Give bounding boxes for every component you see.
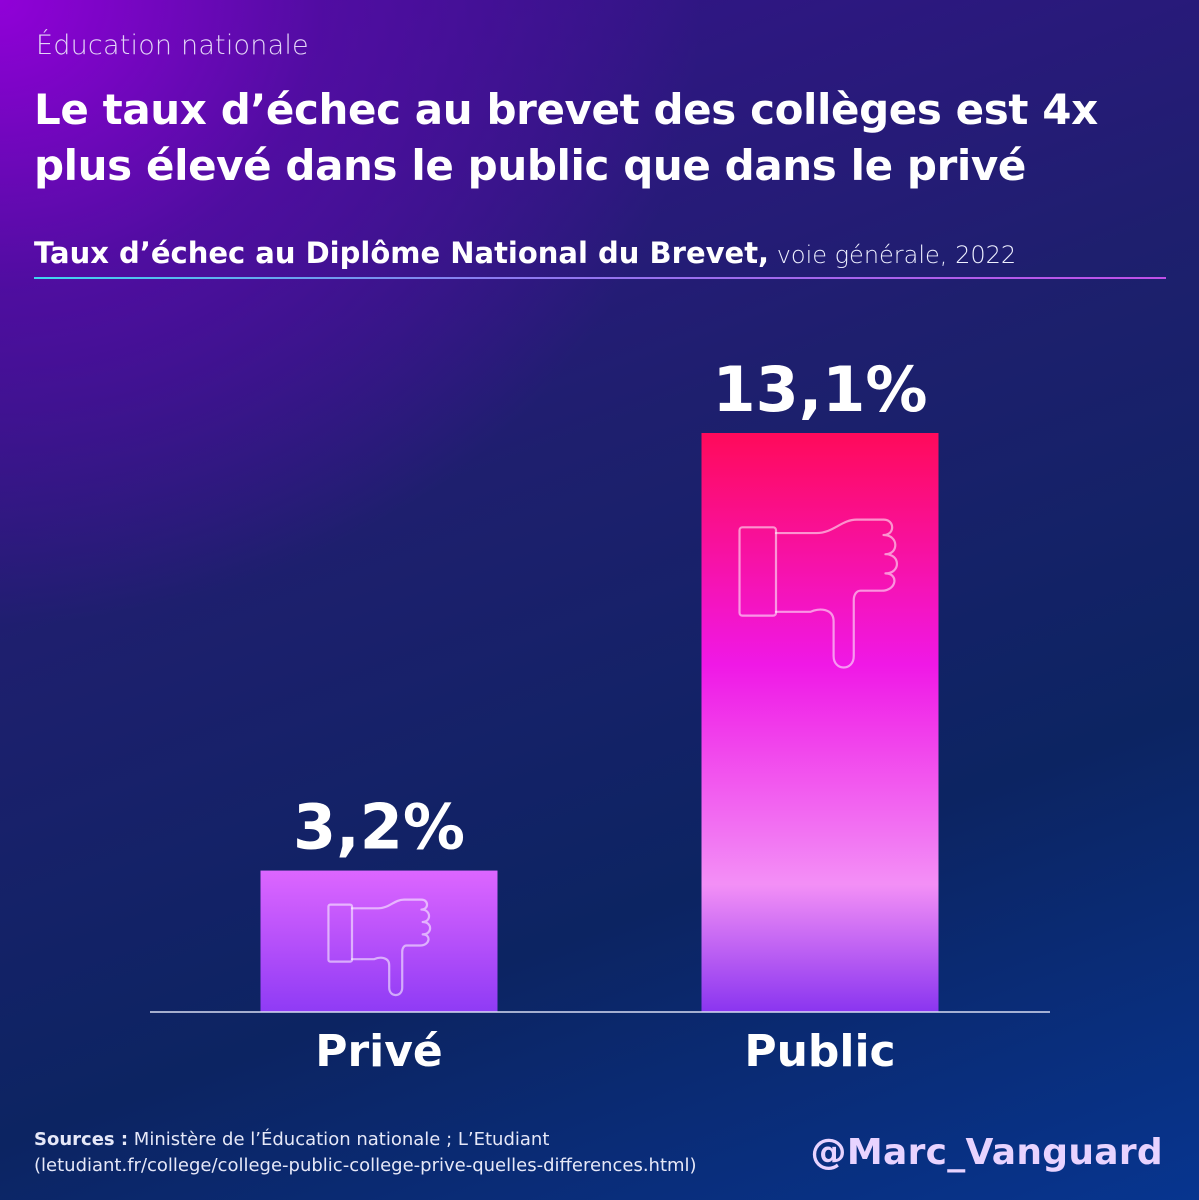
page-title: Le taux d’échec au brevet des collèges e… xyxy=(34,85,1098,190)
sources-text: Ministère de l’Éducation nationale ; L’E… xyxy=(34,1129,697,1176)
thumbs-down-icon xyxy=(327,898,432,997)
subtitle-main: Taux d’échec au Diplôme National du Brev… xyxy=(34,236,770,270)
category-label-public: Public xyxy=(744,1026,895,1077)
bar-prive xyxy=(260,870,498,1012)
category-label-prive: Privé xyxy=(315,1026,443,1077)
chart-subtitle: Taux d’échec au Diplôme National du Brev… xyxy=(34,236,1016,270)
sources-note: Sources : Ministère de l’Éducation natio… xyxy=(34,1127,794,1179)
author-handle: @Marc_Vanguard xyxy=(810,1132,1163,1173)
bar-public xyxy=(701,433,939,1012)
kicker: Éducation nationale xyxy=(36,30,309,61)
subtitle-rule xyxy=(34,277,1166,279)
sources-label: Sources : xyxy=(34,1129,129,1150)
subtitle-rest: voie générale, 2022 xyxy=(769,241,1017,269)
value-label-prive: 3,2% xyxy=(293,791,465,864)
value-label-public: 13,1% xyxy=(712,353,927,426)
thumbs-down-icon xyxy=(738,518,899,669)
